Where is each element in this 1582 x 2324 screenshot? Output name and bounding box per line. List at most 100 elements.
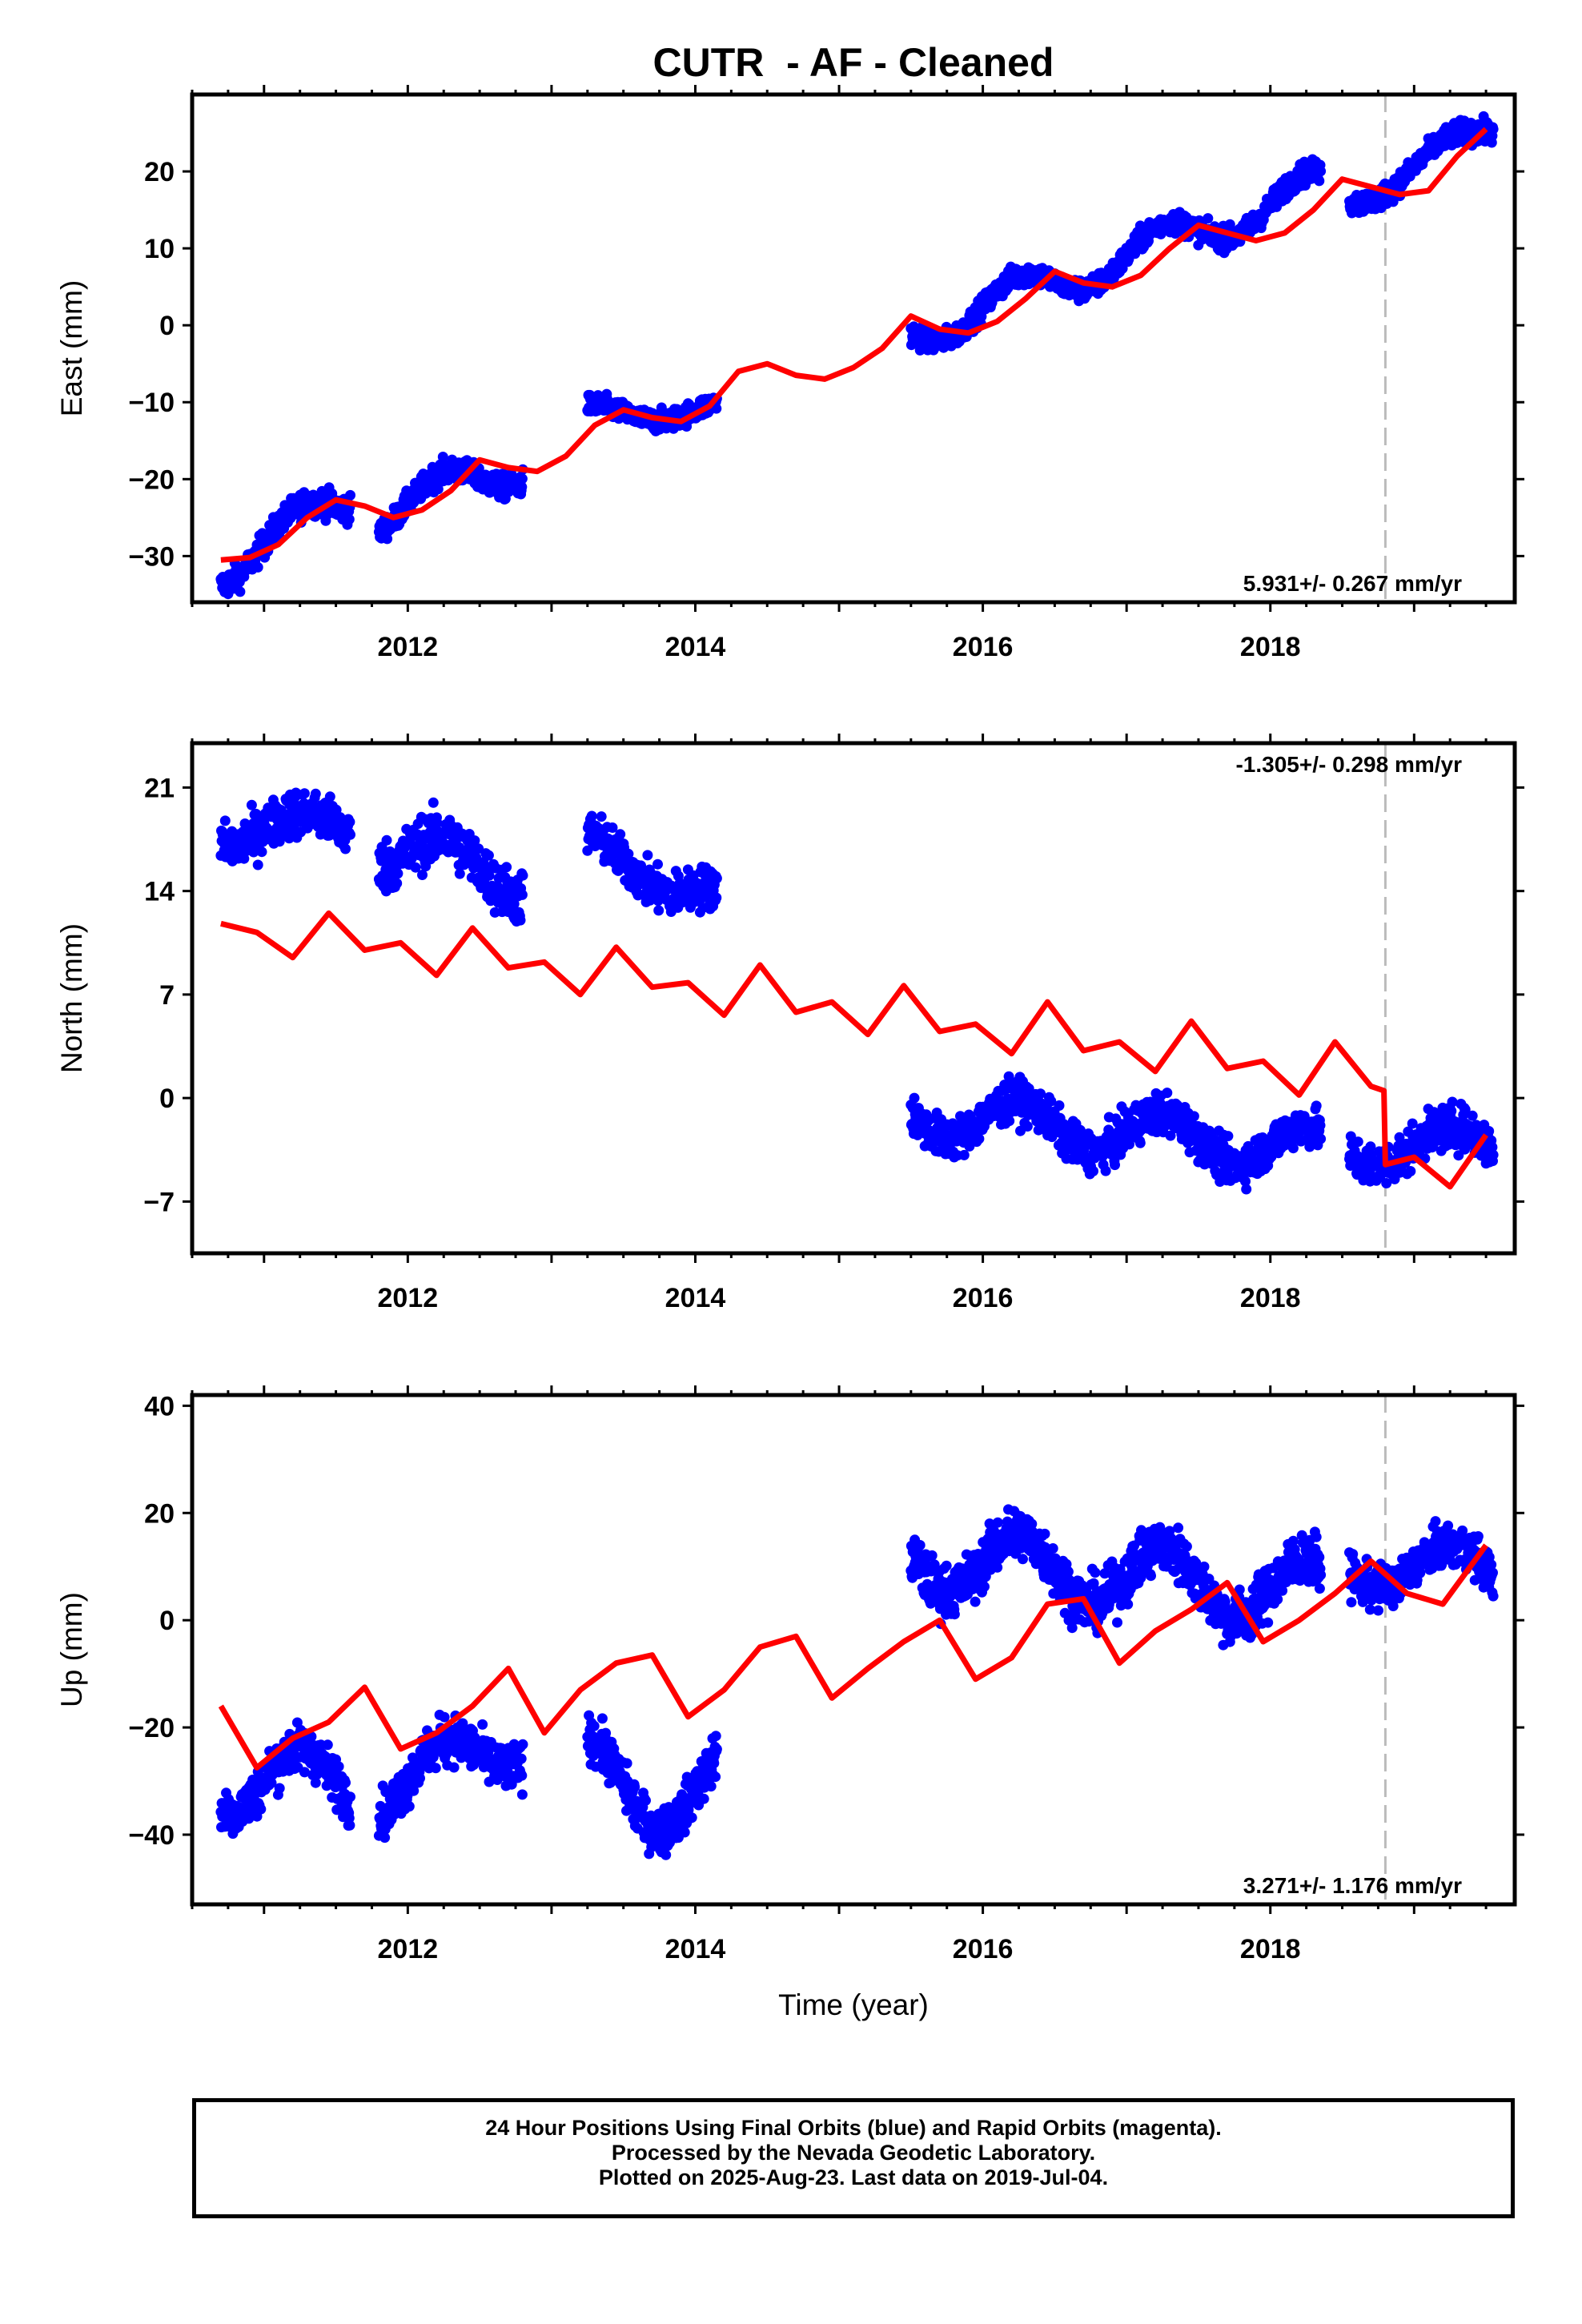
data-point xyxy=(1315,1120,1326,1131)
data-point xyxy=(266,1777,277,1788)
data-point xyxy=(652,858,663,870)
data-point xyxy=(219,815,231,826)
data-point xyxy=(1287,1143,1299,1154)
data-point xyxy=(1381,1178,1392,1188)
y-tick-label: −30 xyxy=(128,541,175,572)
data-point xyxy=(379,1832,391,1844)
data-point xyxy=(1311,1100,1322,1112)
x-tick-label: 2012 xyxy=(378,632,439,662)
data-point xyxy=(501,862,512,873)
data-point xyxy=(586,810,597,822)
data-point xyxy=(344,1819,355,1831)
data-point xyxy=(600,1727,612,1739)
data-point xyxy=(1054,1100,1065,1111)
data-point xyxy=(1315,166,1327,177)
data-point xyxy=(686,1812,697,1823)
model-fit-line xyxy=(220,127,1488,563)
x-tick-label: 2016 xyxy=(953,1283,1014,1313)
data-point xyxy=(391,878,403,889)
y-axis-title: East (mm) xyxy=(55,280,88,417)
data-point xyxy=(344,816,355,827)
data-point xyxy=(1046,1096,1057,1107)
x-tick-label: 2014 xyxy=(665,632,726,662)
data-point xyxy=(711,403,722,414)
data-point xyxy=(974,1133,985,1144)
data-points xyxy=(215,787,1499,1195)
data-point xyxy=(1004,1116,1015,1127)
data-point xyxy=(408,1785,420,1796)
data-point xyxy=(1100,1165,1111,1176)
data-point xyxy=(516,1753,527,1764)
data-point xyxy=(483,850,494,861)
rate-label: -1.305+/- 0.298 mm/yr xyxy=(1235,752,1462,777)
data-point xyxy=(1003,1071,1014,1082)
data-point xyxy=(1124,1139,1134,1150)
data-point xyxy=(1488,123,1499,135)
y-tick-label: −20 xyxy=(128,464,175,495)
data-point xyxy=(432,484,444,495)
data-point xyxy=(1240,1176,1251,1187)
data-point xyxy=(381,834,392,846)
y-tick-label: 10 xyxy=(144,234,175,264)
data-point xyxy=(516,889,528,900)
data-point xyxy=(1110,1160,1120,1171)
y-tick-label: 14 xyxy=(144,877,175,907)
data-point xyxy=(661,1849,672,1860)
data-point xyxy=(256,846,267,858)
data-point xyxy=(588,1720,600,1731)
data-point xyxy=(437,452,448,462)
data-point xyxy=(679,1827,690,1838)
data-point xyxy=(516,1770,528,1781)
data-point xyxy=(582,845,593,856)
data-point xyxy=(711,892,722,903)
data-point xyxy=(477,1719,488,1730)
data-point xyxy=(629,1781,640,1792)
y-tick-label: −10 xyxy=(128,388,175,418)
data-point xyxy=(1165,1130,1176,1141)
data-point xyxy=(1203,213,1214,224)
data-point xyxy=(428,797,439,808)
data-point xyxy=(392,868,404,879)
y-axis-title: North (mm) xyxy=(55,923,88,1073)
data-point xyxy=(1241,1184,1252,1195)
data-point xyxy=(410,862,421,873)
data-point xyxy=(1162,1088,1173,1099)
data-point xyxy=(274,836,285,847)
data-point xyxy=(310,1777,321,1788)
data-point xyxy=(640,1795,651,1806)
data-point xyxy=(432,818,443,829)
data-point xyxy=(516,1789,528,1800)
data-point xyxy=(404,1801,415,1812)
data-point xyxy=(1022,1121,1033,1132)
rate-label: 5.931+/- 0.267 mm/yr xyxy=(1243,571,1462,596)
data-point xyxy=(1394,1132,1405,1143)
data-point xyxy=(1188,1111,1199,1122)
x-tick-label: 2016 xyxy=(953,632,1014,662)
data-point xyxy=(1223,1131,1234,1142)
data-point xyxy=(1134,1137,1146,1148)
data-point xyxy=(1315,1133,1327,1144)
data-point xyxy=(469,835,480,846)
data-point xyxy=(1405,1166,1416,1176)
data-point xyxy=(252,859,263,870)
data-point xyxy=(958,1149,970,1160)
data-point xyxy=(1467,1110,1478,1121)
data-point xyxy=(417,870,428,880)
data-point xyxy=(483,1747,494,1758)
plot-frame xyxy=(190,92,1517,605)
data-point xyxy=(484,870,495,881)
data-point xyxy=(1487,1142,1498,1152)
data-point xyxy=(516,481,528,493)
data-point xyxy=(623,848,634,859)
data-point xyxy=(340,1777,351,1788)
y-tick-label: −7 xyxy=(143,1187,175,1217)
data-point xyxy=(642,850,653,861)
x-tick-label: 2018 xyxy=(1240,632,1301,662)
data-point xyxy=(246,799,257,810)
data-point xyxy=(711,873,722,884)
data-point xyxy=(596,1713,608,1724)
